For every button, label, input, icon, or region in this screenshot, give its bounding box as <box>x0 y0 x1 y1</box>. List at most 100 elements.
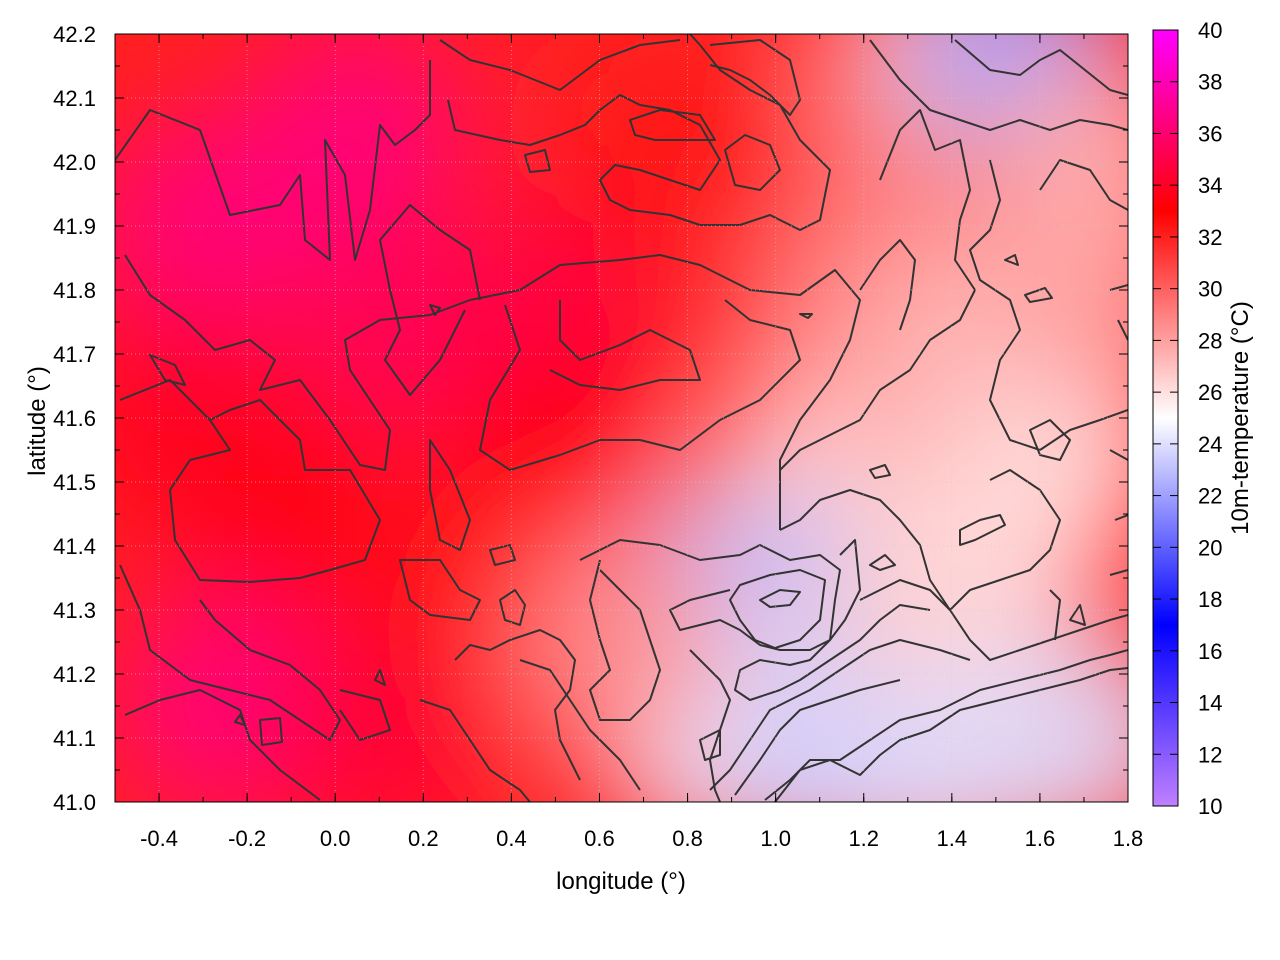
x-tick-label: 1.2 <box>848 826 879 851</box>
heatmap-field <box>115 34 1128 802</box>
contour-line <box>1049 589 1061 641</box>
colorbar-tick-label: 34 <box>1198 173 1222 198</box>
contour-line <box>479 299 801 471</box>
contour-line <box>1117 319 1128 341</box>
colorbar-gradient <box>1152 29 1179 807</box>
contour-line <box>729 569 826 649</box>
contour-line <box>1004 254 1019 266</box>
x-axis-label: longitude (°) <box>556 868 686 895</box>
colorbar-tick-label: 36 <box>1198 121 1222 146</box>
x-tick-label: 1.8 <box>1113 826 1144 851</box>
contour-line <box>764 649 1128 801</box>
contour-line <box>374 669 386 686</box>
contour-line <box>439 39 681 91</box>
y-tick-label: 41.2 <box>53 662 96 687</box>
contour-line <box>549 300 701 391</box>
contour-line <box>1039 159 1128 211</box>
colorbar-tick-label: 10 <box>1198 794 1222 819</box>
contour-line <box>489 544 516 566</box>
contour-line <box>709 39 801 116</box>
x-tick-label: -0.4 <box>140 826 178 851</box>
contour-line <box>379 204 481 396</box>
contour-line <box>859 239 916 331</box>
x-tick-label: 0.2 <box>408 826 439 851</box>
plot-area: -0.4 -0.2 0.0 0.2 0.4 0.6 0.8 1.0 1.2 1.4 1.6 1.8 4… <box>53 22 1144 851</box>
contour-line <box>499 589 526 626</box>
x-tick-label: 1.4 <box>937 826 968 851</box>
contour-line <box>724 134 781 191</box>
x-tick-label: -0.2 <box>228 826 266 851</box>
contour-line <box>959 514 1006 546</box>
contour-line <box>1024 287 1053 303</box>
contour-line <box>1029 419 1071 461</box>
colorbar-tick-label: 20 <box>1198 535 1222 560</box>
contour-line <box>869 464 891 479</box>
contour-line <box>259 717 283 746</box>
y-axis-label: latitude (°) <box>24 366 51 476</box>
colorbar-tick-label: 22 <box>1198 484 1222 509</box>
y-tick-label: 41.3 <box>53 598 96 623</box>
colorbar-tick-label: 30 <box>1198 277 1222 302</box>
contour-line <box>799 313 813 319</box>
colorbar-tick-label: 26 <box>1198 380 1222 405</box>
contour-line <box>859 579 1128 661</box>
contour-line <box>524 149 551 173</box>
contour-line <box>579 539 841 651</box>
contour-line <box>734 679 901 796</box>
contour-line <box>119 379 381 583</box>
field-sample <box>291 212 512 432</box>
contour-line <box>1069 604 1086 626</box>
contour-line <box>149 354 186 386</box>
contour-line <box>1114 514 1128 521</box>
x-tick-label: 1.6 <box>1025 826 1056 851</box>
colorbar-tick-label: 24 <box>1198 432 1222 457</box>
colorbar-tick-label: 12 <box>1198 742 1222 767</box>
colorbar-tick-label: 32 <box>1198 225 1222 250</box>
field-sample <box>181 404 402 624</box>
contour-line <box>447 34 831 231</box>
contour-line <box>124 254 861 530</box>
contour-line <box>734 539 931 701</box>
contour-line <box>774 667 1128 802</box>
contour-line <box>339 689 391 741</box>
y-tick-label: 42.1 <box>53 86 96 111</box>
y-tick-label: 41.8 <box>53 278 96 303</box>
y-tick-label: 42.2 <box>53 22 96 47</box>
y-tick-label: 42.0 <box>53 150 96 175</box>
contour-line <box>699 729 721 761</box>
x-tick-label: 0.8 <box>672 826 703 851</box>
field-sample <box>511 532 732 752</box>
contour-lines <box>115 34 1128 802</box>
colorbar-tick-label: 28 <box>1198 328 1222 353</box>
x-tick-label: 1.0 <box>760 826 791 851</box>
x-axis-ticks: -0.4 -0.2 0.0 0.2 0.4 0.6 0.8 1.0 1.2 1.4 1.6 1.8 <box>114 34 1144 851</box>
contour-line <box>1109 449 1128 461</box>
contour-line <box>119 564 341 741</box>
colorbar-tick-label: 40 <box>1198 18 1222 43</box>
contour-line <box>519 659 641 791</box>
contour-line <box>454 629 581 781</box>
y-tick-label: 41.5 <box>53 470 96 495</box>
colorbar-tick-label: 18 <box>1198 587 1222 612</box>
colorbar-tick-label: 38 <box>1198 70 1222 95</box>
contour-line <box>954 39 1128 96</box>
contour-line <box>969 159 1128 451</box>
contour-line <box>419 699 531 802</box>
y-tick-label: 41.0 <box>53 790 96 815</box>
contour-line <box>429 304 441 316</box>
colorbar-tick-label: 16 <box>1198 639 1222 664</box>
x-tick-label: 0.6 <box>584 826 615 851</box>
contour-line <box>429 439 471 551</box>
contour-line <box>709 639 971 791</box>
colorbar-ticks: 10 12 14 16 18 20 22 24 26 28 30 32 34 36 38 40 <box>1153 18 1222 819</box>
y-tick-label: 41.7 <box>53 342 96 367</box>
y-axis-ticks: 41.0 41.1 41.2 41.3 41.4 41.5 41.6 41.7 41.8 41.9… <box>53 22 1128 815</box>
contour-line <box>1109 569 1128 576</box>
y-tick-label: 41.4 <box>53 534 96 559</box>
colorbar: 10 12 14 16 18 20 22 24 26 28 30 32 34 36 38 40 <box>1152 18 1222 819</box>
contour-line <box>689 649 731 802</box>
y-tick-label: 41.6 <box>53 406 96 431</box>
y-tick-label: 41.1 <box>53 726 96 751</box>
x-tick-label: 0.4 <box>496 826 527 851</box>
